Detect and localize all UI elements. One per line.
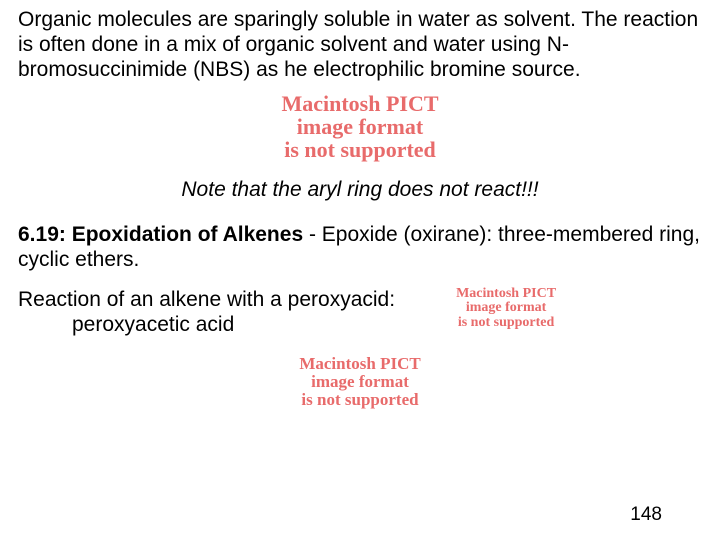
pict-line-3: is not supported xyxy=(200,138,520,161)
pict-placeholder-bottom: Macintosh PICT image format is not suppo… xyxy=(220,355,500,409)
pict-r-line-2: image format xyxy=(401,301,611,316)
note-line: Note that the aryl ring does not react!!… xyxy=(18,178,702,202)
pict-line-1: Macintosh PICT xyxy=(200,92,520,115)
reaction-text: Reaction of an alkene with a peroxyacid:… xyxy=(18,287,395,337)
reaction-line-1: Reaction of an alkene with a peroxyacid: xyxy=(18,287,395,312)
pict-b-line-3: is not supported xyxy=(220,391,500,409)
section-heading: 6.19: Epoxidation of Alkenes - Epoxide (… xyxy=(18,222,702,273)
pict-r-line-1: Macintosh PICT xyxy=(401,287,611,302)
section-heading-bold: 6.19: Epoxidation of Alkenes xyxy=(18,223,303,246)
pict-r-line-3: is not supported xyxy=(401,316,611,331)
reaction-row: Reaction of an alkene with a peroxyacid:… xyxy=(18,287,702,337)
page-number: 148 xyxy=(630,504,662,526)
pict-b-line-1: Macintosh PICT xyxy=(220,355,500,373)
pict-line-2: image format xyxy=(200,115,520,138)
pict-b-line-2: image format xyxy=(220,373,500,391)
reaction-line-2: peroxyacetic acid xyxy=(18,312,395,337)
intro-paragraph: Organic molecules are sparingly soluble … xyxy=(18,8,702,82)
slide-canvas: Organic molecules are sparingly soluble … xyxy=(0,0,720,540)
pict-placeholder-main: Macintosh PICT image format is not suppo… xyxy=(200,92,520,161)
pict-placeholder-right: Macintosh PICT image format is not suppo… xyxy=(401,287,611,331)
